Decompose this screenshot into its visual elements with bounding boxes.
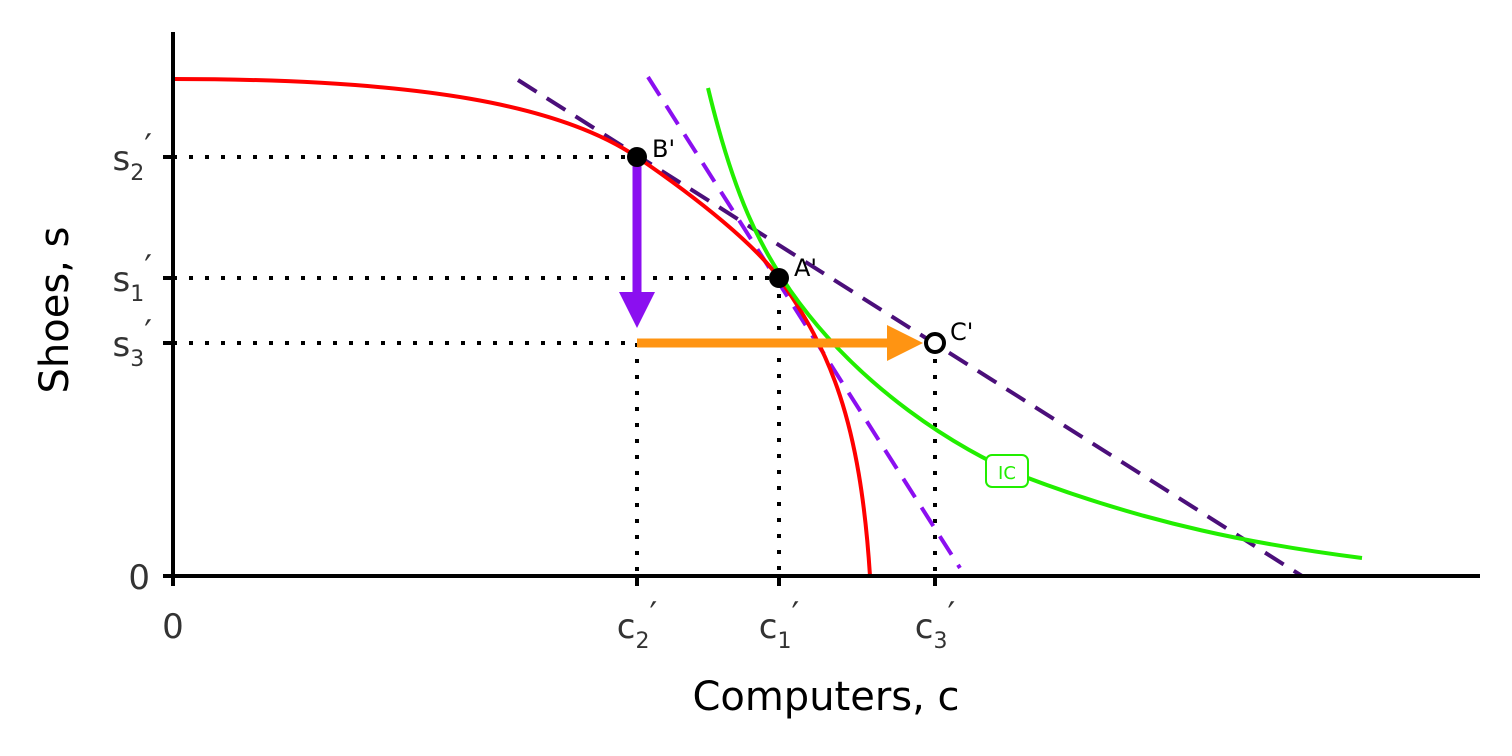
- indifference-curve: [706, 87, 1363, 560]
- point-label: C': [950, 318, 973, 346]
- y-tick-label: s1′: [113, 248, 152, 307]
- y-tick-label: s2′: [113, 127, 152, 186]
- y-axis-title: Shoes, s: [32, 227, 78, 394]
- y-tick-label: s3′: [113, 313, 152, 372]
- x-tick-label: c1′: [759, 595, 799, 654]
- x-tick-label: c2′: [617, 595, 657, 654]
- ppf-curve: [172, 77, 872, 577]
- point-label: A': [794, 254, 817, 282]
- point: [769, 268, 789, 288]
- ic-label: IC: [998, 463, 1016, 484]
- point-label: B': [652, 135, 675, 163]
- ic-label-box: [985, 454, 1029, 488]
- price-line: [646, 75, 962, 570]
- point: [924, 332, 946, 354]
- x-tick-label: c3′: [915, 595, 955, 654]
- y-tick-label: 0: [128, 558, 150, 598]
- x-tick-label: 0: [162, 607, 184, 647]
- x-axis-title: Computers, c: [692, 674, 959, 720]
- ticks: [163, 155, 937, 586]
- point: [627, 147, 647, 167]
- guides: [173, 155, 937, 576]
